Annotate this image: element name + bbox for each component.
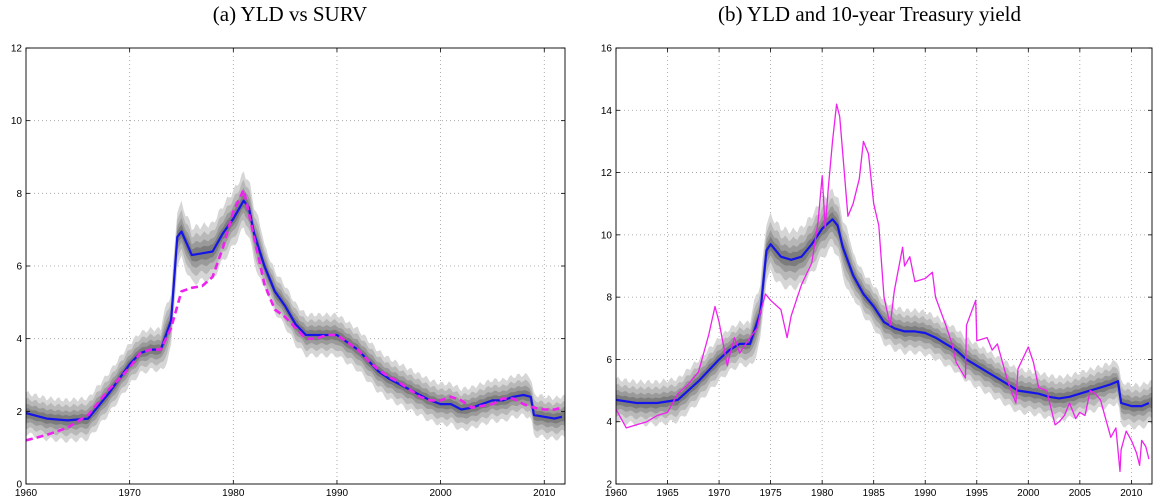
x-tick-label: 1985 [863, 488, 886, 499]
chart-b-svg: 1960 1965 1970 1975 1980 1985 1990 1995 2000 2005… [601, 44, 1153, 499]
y-tick-label: 4 [606, 417, 612, 428]
credible-band [616, 197, 1152, 423]
x-tick-label: 1960 [15, 488, 38, 499]
y-tick-label: 6 [16, 262, 22, 273]
credible-band [26, 171, 565, 443]
y-tick-label: 0 [16, 480, 22, 491]
x-tick-label: 1980 [811, 488, 834, 499]
x-tick-label: 1970 [119, 488, 142, 499]
x-tick-label: 1990 [914, 488, 937, 499]
axes-frame [615, 47, 1153, 485]
plot-area-b [616, 48, 1152, 484]
chart-title-a: (a) YLD vs SURV [212, 2, 368, 26]
series-line-1 [616, 103, 1150, 473]
y-tick-label: 12 [11, 44, 23, 55]
y-tick-label: 16 [601, 44, 613, 55]
x-tick-label: 1975 [759, 488, 782, 499]
chart-title-b: (b) YLD and 10-year Treasury yield [717, 2, 1022, 26]
y-tick-label: 10 [11, 116, 23, 127]
x-tick-label: 2000 [429, 488, 452, 499]
x-tick-label: 1960 [605, 488, 628, 499]
y-tick-label: 4 [16, 334, 22, 345]
y-tick-label: 14 [601, 106, 613, 117]
plot-area-a [26, 48, 565, 484]
x-tick-label: 2000 [1017, 488, 1040, 499]
x-tick-label: 1965 [656, 488, 679, 499]
x-tick-label: 1990 [326, 488, 349, 499]
x-tick-label: 2010 [1120, 488, 1143, 499]
credible-band [616, 212, 1152, 412]
panel-a: (a) YLD vs SURV 1960 1970 1980 1990 2000 2010… [11, 2, 566, 499]
x-tick-label: 2010 [533, 488, 556, 499]
credible-band [616, 205, 1152, 417]
y-tick-label: 12 [601, 168, 613, 179]
y-tick-label: 8 [16, 189, 22, 200]
series-line-1 [26, 188, 563, 442]
y-tick-label: 6 [606, 355, 612, 366]
panel-b: (b) YLD and 10-year Treasury yield 1960 1… [580, 0, 1159, 504]
x-tick-label: 2005 [1069, 488, 1092, 499]
x-tick-label: 1980 [222, 488, 245, 499]
y-tick-label: 2 [16, 407, 22, 418]
y-tick-label: 10 [601, 230, 613, 241]
y-tick-label: 2 [606, 480, 612, 491]
y-tick-label: 8 [606, 293, 612, 304]
x-tick-label: 1995 [966, 488, 989, 499]
x-tick-label: 1970 [708, 488, 731, 499]
chart-a-svg: 1960 1970 1980 1990 2000 2010 0 2 4 6 8 10 12 [11, 44, 566, 499]
